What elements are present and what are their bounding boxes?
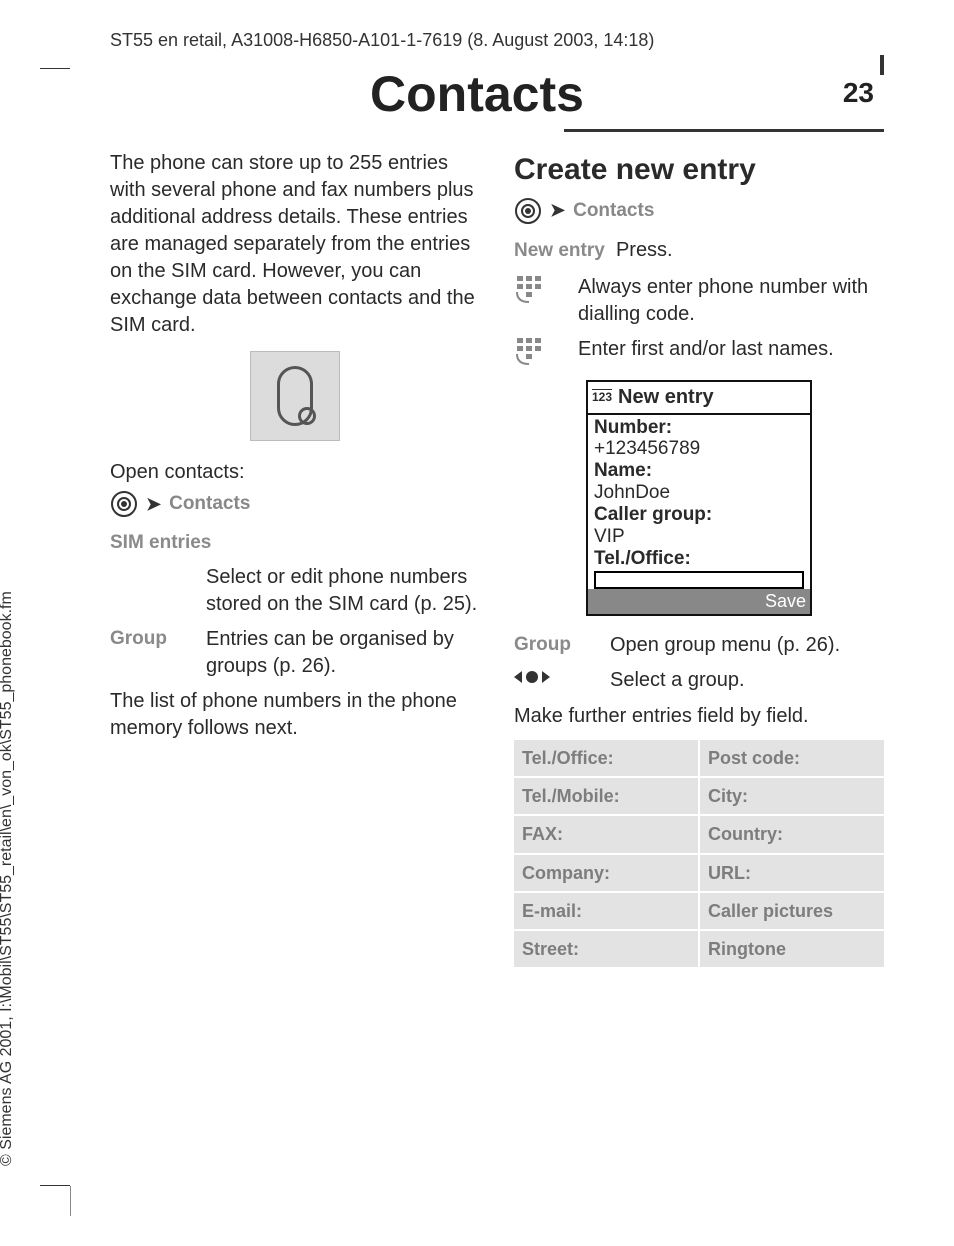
select-group-text: Select a group.: [610, 667, 884, 695]
field-label: E-mail:: [514, 893, 698, 929]
input-mode-icon: 123: [592, 389, 612, 405]
doc-header: ST55 en retail, A31008-H6850-A101-1-7619…: [110, 30, 884, 51]
screen-save-softkey: Save: [588, 589, 810, 613]
field-label: Company:: [514, 855, 698, 891]
create-new-entry-heading: Create new entry: [514, 150, 884, 191]
further-entries-text: Make further entries field by field.: [514, 703, 884, 730]
title-underline: [564, 129, 884, 132]
tip-number: Always enter phone number with dialling …: [578, 274, 884, 328]
screen-number-label: Number:: [594, 417, 804, 439]
field-label: Ringtone: [700, 931, 884, 967]
screen-group-label: Caller group:: [594, 504, 804, 526]
new-entry-label: New entry: [514, 240, 605, 261]
field-label: City:: [700, 778, 884, 814]
copyright-sidebar: © Siemens AG 2001, I:\Mobil\ST55\ST55_re…: [0, 591, 16, 1166]
screen-name-label: Name:: [594, 460, 804, 482]
open-contacts-label: Open contacts:: [110, 459, 480, 486]
center-key-icon: [110, 490, 138, 518]
field-label: Tel./Mobile:: [514, 778, 698, 814]
screen-office-input: [594, 571, 804, 589]
nav-contacts-label-right: Contacts: [573, 198, 654, 224]
field-label: Tel./Office:: [514, 740, 698, 776]
field-label: Caller pictures: [700, 893, 884, 929]
group-body-left: Entries can be organised by groups (p. 2…: [206, 626, 480, 680]
group-label-left: Group: [110, 626, 196, 680]
keypad-icon: [514, 336, 544, 366]
center-key-icon: [514, 197, 542, 225]
screen-name-value: JohnDoe: [594, 482, 804, 504]
field-label: FAX:: [514, 816, 698, 852]
sim-entries-label: SIM entries: [110, 530, 480, 556]
fields-table: Tel./Office: Post code: Tel./Mobile: Cit…: [514, 740, 884, 968]
new-entry-action: Press.: [616, 239, 673, 261]
page-title: Contacts: [70, 65, 884, 123]
list-note: The list of phone numbers in the phone m…: [110, 688, 480, 742]
sim-entries-body: Select or edit phone numbers stored on t…: [206, 564, 480, 618]
group-body-right: Open group menu (p. 26).: [610, 632, 884, 659]
keypad-icon: [514, 274, 544, 304]
phone-illustration: [250, 351, 340, 441]
field-label: Post code:: [700, 740, 884, 776]
field-label: URL:: [700, 855, 884, 891]
left-right-key-icon: [514, 667, 550, 687]
nav-contacts-label: Contacts: [169, 491, 250, 517]
page-number: 23: [843, 77, 874, 109]
intro-text: The phone can store up to 255 entries wi…: [110, 150, 480, 339]
arrow-icon: ➤: [146, 492, 161, 516]
group-label-right: Group: [514, 632, 600, 659]
screen-title: New entry: [618, 384, 714, 411]
arrow-icon: ➤: [550, 198, 565, 222]
tip-names: Enter first and/or last names.: [578, 336, 884, 366]
phone-screen-mock: 123 New entry Number: +123456789 Name: J…: [586, 380, 812, 616]
screen-number-value: +123456789: [594, 438, 804, 460]
field-label: Country:: [700, 816, 884, 852]
screen-office-label: Tel./Office:: [594, 548, 804, 570]
screen-group-value: VIP: [594, 526, 804, 548]
field-label: Street:: [514, 931, 698, 967]
